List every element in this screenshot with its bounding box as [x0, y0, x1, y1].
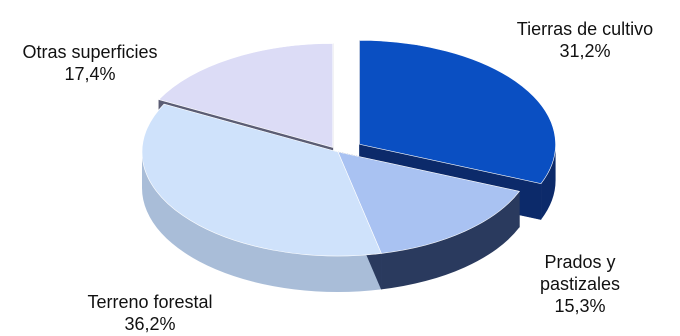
label-otras-superficies: Otras superficies 17,4% [10, 41, 170, 85]
label-tierras-de-cultivo-name: Tierras de cultivo [516, 19, 654, 39]
pie-slice-rim-terreno-forestal-0 [142, 152, 382, 292]
label-otras-superficies-name: Otras superficies [22, 42, 158, 62]
label-terreno-forestal-value: 36,2% [124, 314, 176, 334]
pie-slice-rim-prados-y-pastizales-0 [381, 191, 520, 290]
label-prados-y-pastizales-value: 15,3% [554, 296, 606, 316]
pie-slice-terreno-forestal [141, 103, 382, 257]
label-prados-y-pastizales: Prados y pastizales 15,3% [505, 251, 655, 317]
label-tierras-de-cultivo: Tierras de cultivo 31,2% [490, 18, 680, 62]
label-tierras-de-cultivo-value: 31,2% [559, 41, 611, 61]
pie-slice-prados-y-pastizales [337, 151, 520, 254]
label-otras-superficies-value: 17,4% [64, 64, 116, 84]
label-prados-y-pastizales-line1: Prados y [544, 252, 616, 272]
pie-slice-rim-tierras-de-cultivo-0 [541, 144, 556, 220]
label-terreno-forestal-name: Terreno forestal [87, 292, 213, 312]
pie-slice-otras-superficies [158, 43, 334, 148]
label-terreno-forestal: Terreno forestal 36,2% [60, 291, 240, 335]
pie-slice-tierras-de-cultivo [359, 40, 556, 184]
label-prados-y-pastizales-line2: pastizales [539, 274, 621, 294]
